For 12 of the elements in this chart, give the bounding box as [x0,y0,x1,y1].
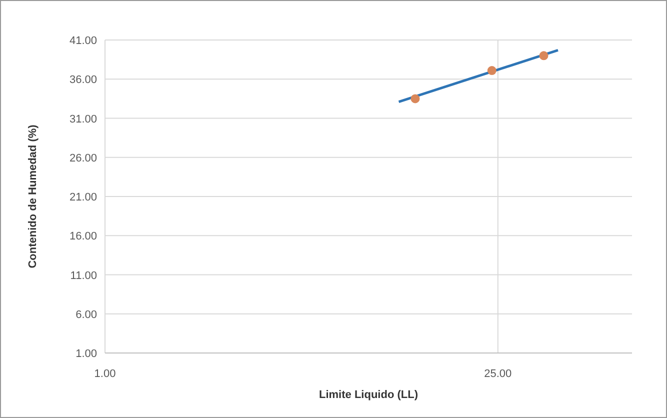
y-tick-label: 41.00 [69,35,97,47]
y-tick-label: 6.00 [76,308,97,321]
y-tick-label: 21.00 [69,192,97,204]
y-tick-label: 11.00 [70,270,97,282]
y-axis-title: Contenido de Humedad (%) [27,124,39,268]
x-tick-label: 25.00 [484,368,512,380]
x-axis-title: Limite Liquido (LL) [319,389,418,401]
y-tick-label: 26.00 [69,152,97,164]
y-tick-label: 1.00 [76,348,97,360]
y-tick-label: 16.00 [69,230,97,243]
y-tick-label: 36.00 [69,74,97,86]
y-tick-label: 31.00 [69,113,97,126]
